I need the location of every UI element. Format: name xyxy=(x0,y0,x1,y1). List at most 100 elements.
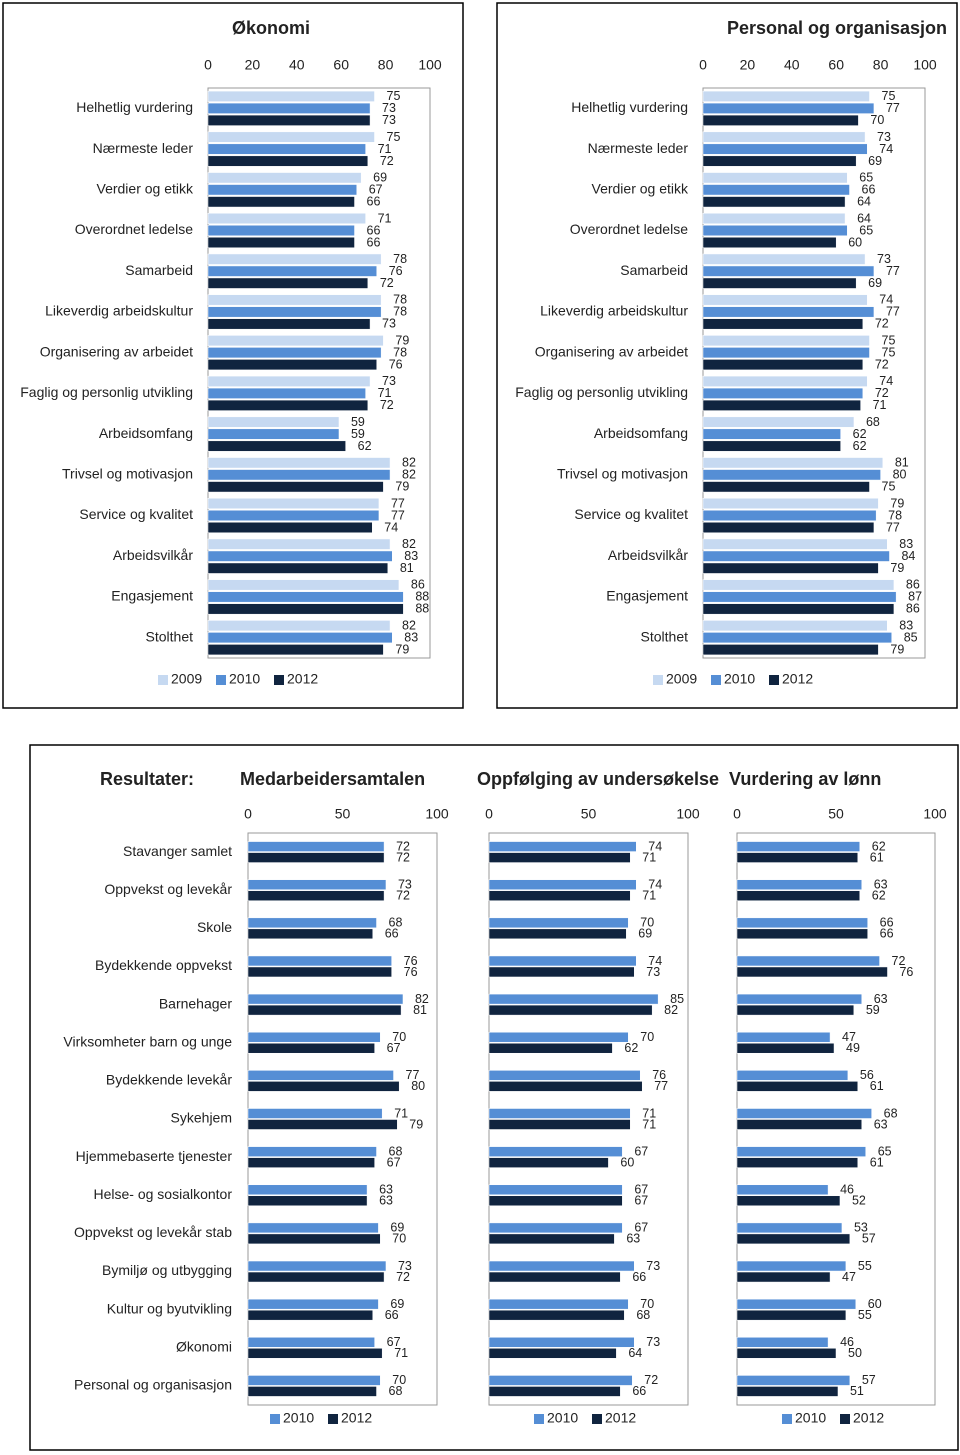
bar xyxy=(488,955,637,967)
bar xyxy=(702,469,881,481)
bar xyxy=(488,1157,609,1168)
plot-area xyxy=(736,832,936,1406)
value-label: 82 xyxy=(402,456,416,470)
value-label: 66 xyxy=(385,927,399,941)
value-label: 77 xyxy=(391,508,405,522)
value-label: 79 xyxy=(890,642,904,656)
bar xyxy=(702,359,864,371)
bar xyxy=(702,265,875,277)
x-tick-label: 50 xyxy=(581,806,597,822)
legend-label: 2012 xyxy=(341,1410,372,1426)
value-label: 68 xyxy=(389,1384,403,1398)
value-label: 73 xyxy=(382,113,396,127)
bar xyxy=(736,1119,862,1130)
legend-label: 2010 xyxy=(229,671,260,687)
bar xyxy=(702,510,877,521)
bar xyxy=(702,294,868,306)
bar xyxy=(488,1004,653,1016)
value-label: 66 xyxy=(880,916,894,930)
bar xyxy=(247,1233,381,1245)
bar xyxy=(702,591,897,603)
legend-label: 2012 xyxy=(782,671,813,687)
value-label: 66 xyxy=(385,1308,399,1322)
bar xyxy=(736,841,861,852)
value-label: 66 xyxy=(367,235,381,249)
bar xyxy=(702,318,864,330)
value-label: 69 xyxy=(390,1297,404,1311)
bar xyxy=(736,966,888,978)
value-label: 74 xyxy=(879,142,893,156)
category-label: Engasjement xyxy=(606,588,688,604)
category-label: Trivsel og motivasjon xyxy=(557,465,688,481)
category-label: Helhetlig vurdering xyxy=(76,99,193,115)
bar xyxy=(247,1348,383,1359)
bar xyxy=(247,1298,379,1310)
bar xyxy=(207,399,369,411)
bar xyxy=(488,879,637,890)
bar xyxy=(736,1222,843,1234)
bar xyxy=(736,1146,866,1157)
value-label: 67 xyxy=(634,1194,648,1208)
category-label: Barnehager xyxy=(159,995,233,1011)
bar xyxy=(736,928,868,940)
value-label: 73 xyxy=(877,130,891,144)
bar xyxy=(247,1195,368,1207)
value-label: 83 xyxy=(899,537,913,551)
category-label: Service og kvalitet xyxy=(79,506,193,522)
value-label: 74 xyxy=(879,293,893,307)
bar xyxy=(207,155,369,167)
bar xyxy=(736,955,880,967)
category-label: Arbeidsvilkår xyxy=(113,547,193,563)
value-label: 82 xyxy=(402,537,416,551)
bar xyxy=(736,1348,837,1359)
bar xyxy=(207,620,391,632)
value-label: 81 xyxy=(400,561,414,575)
value-label: 80 xyxy=(411,1079,425,1093)
bar xyxy=(702,550,890,562)
category-label: Oppvekst og levekår stab xyxy=(74,1224,232,1240)
value-label: 68 xyxy=(389,916,403,930)
value-label: 71 xyxy=(378,211,392,225)
bar xyxy=(736,1108,872,1119)
bar xyxy=(207,457,391,469)
bar xyxy=(247,1222,379,1234)
bar xyxy=(488,1233,615,1245)
bar xyxy=(702,225,848,236)
value-label: 76 xyxy=(404,965,418,979)
bar xyxy=(488,1260,635,1272)
legend-swatch xyxy=(274,675,284,685)
bar xyxy=(702,184,850,196)
bar xyxy=(488,1042,613,1054)
value-label: 83 xyxy=(404,630,418,644)
value-label: 59 xyxy=(866,1003,880,1017)
x-tick-label: 60 xyxy=(333,57,349,73)
category-label: Faglig og personlig utvikling xyxy=(20,384,193,400)
value-label: 62 xyxy=(853,427,867,441)
bar xyxy=(207,253,382,265)
bar xyxy=(702,196,846,208)
category-label: Overordnet ledelse xyxy=(75,221,194,237)
value-label: 69 xyxy=(868,276,882,290)
value-label: 62 xyxy=(358,439,372,453)
bar xyxy=(488,1337,635,1348)
value-label: 73 xyxy=(646,1335,660,1349)
value-label: 85 xyxy=(904,630,918,644)
legend-swatch xyxy=(270,1414,280,1424)
value-label: 78 xyxy=(393,345,407,359)
value-label: 79 xyxy=(409,1117,423,1131)
category-label: Stavanger samlet xyxy=(123,843,232,859)
bar xyxy=(702,620,888,632)
value-label: 63 xyxy=(379,1183,393,1197)
category-label: Helhetlig vurdering xyxy=(571,99,688,115)
value-label: 72 xyxy=(396,839,410,853)
bar xyxy=(736,1233,851,1245)
value-label: 73 xyxy=(382,101,396,115)
chart-title: Medarbeidersamtalen xyxy=(240,769,425,789)
value-label: 72 xyxy=(875,317,889,331)
bar xyxy=(207,347,382,359)
bar xyxy=(207,196,355,208)
x-tick-label: 100 xyxy=(913,57,937,73)
value-label: 59 xyxy=(351,427,365,441)
value-label: 74 xyxy=(879,374,893,388)
chart-title: Vurdering av lønn xyxy=(729,769,881,789)
